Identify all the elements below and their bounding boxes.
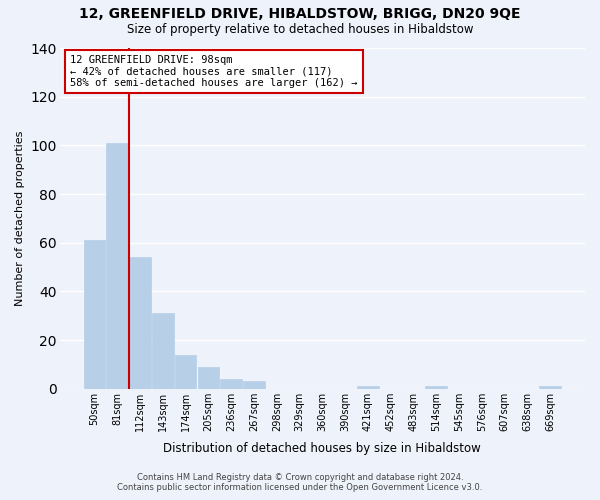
X-axis label: Distribution of detached houses by size in Hibaldstow: Distribution of detached houses by size … bbox=[163, 442, 481, 455]
Bar bbox=[425, 386, 447, 388]
Bar bbox=[243, 382, 265, 388]
Text: 12, GREENFIELD DRIVE, HIBALDSTOW, BRIGG, DN20 9QE: 12, GREENFIELD DRIVE, HIBALDSTOW, BRIGG,… bbox=[79, 8, 521, 22]
Bar bbox=[129, 258, 151, 388]
Text: 12 GREENFIELD DRIVE: 98sqm
← 42% of detached houses are smaller (117)
58% of sem: 12 GREENFIELD DRIVE: 98sqm ← 42% of deta… bbox=[70, 55, 358, 88]
Bar bbox=[539, 386, 561, 388]
Text: Contains HM Land Registry data © Crown copyright and database right 2024.
Contai: Contains HM Land Registry data © Crown c… bbox=[118, 473, 482, 492]
Bar bbox=[83, 240, 105, 388]
Bar bbox=[152, 314, 173, 388]
Y-axis label: Number of detached properties: Number of detached properties bbox=[15, 130, 25, 306]
Bar bbox=[175, 354, 196, 388]
Bar bbox=[357, 386, 379, 388]
Bar bbox=[220, 379, 242, 388]
Text: Size of property relative to detached houses in Hibaldstow: Size of property relative to detached ho… bbox=[127, 22, 473, 36]
Bar bbox=[197, 367, 219, 388]
Bar bbox=[106, 143, 128, 388]
